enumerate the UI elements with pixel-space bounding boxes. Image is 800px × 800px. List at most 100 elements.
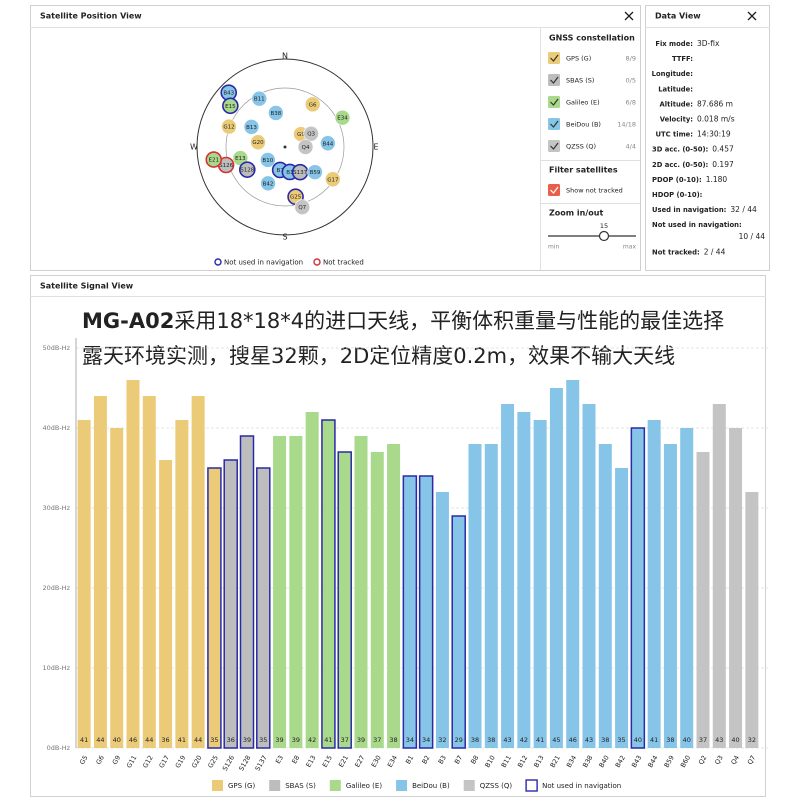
data-label: PDOP (0-10): [652,176,702,184]
y-tick-label: 20dB-Hz [42,584,70,592]
checkbox[interactable] [548,96,560,108]
value-label: 39 [275,736,283,744]
legend-marker [313,258,321,266]
satellite-label: B11 [254,97,265,103]
bar [223,459,238,749]
legend-marker [214,258,222,266]
value-label: 38 [601,736,609,744]
compass-s: S [282,233,287,242]
value-label: 38 [471,736,479,744]
x-tick-label: E8 [290,754,301,765]
satellite-label: B42 [263,181,274,187]
legend-label: SBAS (S) [285,782,316,790]
x-tick-label: B7 [453,754,464,765]
value-label: 38 [666,736,674,744]
data-value: 0.457 [712,145,734,154]
checkbox[interactable] [548,140,560,152]
x-tick-label: E3 [274,754,285,765]
check [550,54,559,62]
bar [337,451,352,749]
bar [484,444,498,748]
data-label: Not tracked: [652,248,700,256]
checkbox[interactable] [548,184,560,196]
satellite [294,199,311,215]
data-label: Altitude: [660,100,693,108]
satellite [222,97,239,115]
x-tick-label: B2 [420,754,431,765]
bar [354,436,368,748]
satellite-label: B1 [286,170,293,176]
bar [696,452,710,748]
y-tick-label: 40dB-Hz [42,424,70,432]
value-label: 35 [617,736,625,744]
constellation-name: GPS (G) [566,55,591,63]
satellite-label: E15 [225,104,236,110]
satellite-label: G25 [290,195,302,201]
data-label: 3D acc. (0-50): [652,146,708,154]
bar [451,515,466,749]
close-button[interactable] [747,11,757,21]
value-label: 40 [731,736,739,744]
bar [418,475,434,749]
constellation-count: 14/18 [617,121,636,129]
legend-label: BeiDou (B) [412,782,450,790]
bar [159,460,173,748]
checkbox[interactable] [548,74,560,86]
satellite-label: Q7 [298,205,306,211]
x-tick-label: B8 [469,754,480,765]
value-label: 39 [292,736,300,744]
bar [207,467,222,749]
slider-knob[interactable] [598,230,610,242]
data-label: Velocity: [660,116,693,124]
value-label: 39 [357,736,365,744]
value-label: 37 [699,736,707,744]
satellite [297,139,314,155]
satellite-label: B38 [270,111,281,117]
bar [549,388,563,748]
satellite [205,151,223,168]
value-label: 46 [129,736,137,744]
close-button[interactable] [624,11,634,21]
bar [305,412,319,748]
value-label: 42 [308,736,316,744]
headline-bold: MG-A02 [82,309,174,333]
checkbox[interactable] [548,52,560,64]
satellite [221,118,237,135]
bar [745,492,759,748]
satellite [251,90,268,107]
satellite [268,105,284,121]
value-label: 35 [210,736,218,744]
y-tick-label: 50dB-Hz [42,344,70,352]
data-label: HDOP (0-10): [652,191,702,199]
value-label: 44 [96,736,104,744]
bar [630,427,646,749]
bar [93,396,107,748]
value-label: 34 [406,736,414,744]
satellite [250,134,266,151]
satellite [320,135,336,152]
panel-title: Satellite Signal View [40,282,134,291]
bar [289,436,303,748]
value-label: 42 [520,736,528,744]
satellite-label: S128 [240,168,254,174]
satellite-label: B59 [310,170,321,176]
bar [435,492,449,748]
satellite [260,175,276,192]
elevation-ring [225,87,345,207]
checkbox[interactable] [548,118,560,130]
data-label: Not used in navigation: [652,221,742,229]
value-label: 41 [324,736,332,744]
bar [387,444,401,748]
data-label: Used in navigation: [652,206,726,214]
position-panel [30,5,641,271]
bar [517,412,531,748]
data-label: TTFF: [672,55,693,63]
satellite [325,171,341,188]
data-label: Fix mode: [655,40,693,48]
compass-w: W [190,143,198,152]
bar [175,420,189,748]
value-label: 37 [373,736,381,744]
filter-label: Show not tracked [566,187,623,195]
section-title: Filter satellites [549,166,618,175]
